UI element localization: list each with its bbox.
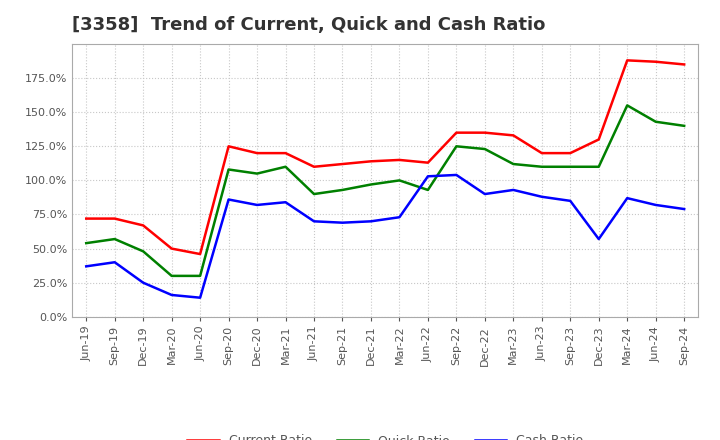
Cash Ratio <box>452 172 461 178</box>
Quick Ratio <box>566 164 575 169</box>
Cash Ratio <box>196 295 204 301</box>
Current Ratio <box>225 143 233 149</box>
Quick Ratio <box>110 236 119 242</box>
Quick Ratio <box>480 147 489 152</box>
Cash Ratio <box>509 187 518 193</box>
Line: Cash Ratio: Cash Ratio <box>86 175 684 298</box>
Current Ratio <box>537 150 546 156</box>
Cash Ratio <box>623 195 631 201</box>
Quick Ratio <box>395 178 404 183</box>
Cash Ratio <box>253 202 261 208</box>
Current Ratio <box>623 58 631 63</box>
Cash Ratio <box>566 198 575 203</box>
Current Ratio <box>480 130 489 136</box>
Current Ratio <box>652 59 660 64</box>
Cash Ratio <box>480 191 489 197</box>
Quick Ratio <box>139 249 148 254</box>
Cash Ratio <box>110 260 119 265</box>
Current Ratio <box>253 150 261 156</box>
Cash Ratio <box>225 197 233 202</box>
Quick Ratio <box>282 164 290 169</box>
Current Ratio <box>595 137 603 142</box>
Current Ratio <box>196 251 204 257</box>
Quick Ratio <box>423 187 432 193</box>
Current Ratio <box>82 216 91 221</box>
Quick Ratio <box>623 103 631 108</box>
Cash Ratio <box>167 292 176 297</box>
Quick Ratio <box>366 182 375 187</box>
Current Ratio <box>395 157 404 162</box>
Quick Ratio <box>452 143 461 149</box>
Cash Ratio <box>310 219 318 224</box>
Quick Ratio <box>537 164 546 169</box>
Line: Quick Ratio: Quick Ratio <box>86 105 684 276</box>
Line: Current Ratio: Current Ratio <box>86 60 684 254</box>
Quick Ratio <box>652 119 660 125</box>
Current Ratio <box>566 150 575 156</box>
Current Ratio <box>282 150 290 156</box>
Cash Ratio <box>139 280 148 285</box>
Cash Ratio <box>282 200 290 205</box>
Cash Ratio <box>595 236 603 242</box>
Quick Ratio <box>196 273 204 279</box>
Cash Ratio <box>680 206 688 212</box>
Cash Ratio <box>82 264 91 269</box>
Text: [3358]  Trend of Current, Quick and Cash Ratio: [3358] Trend of Current, Quick and Cash … <box>72 16 545 34</box>
Quick Ratio <box>338 187 347 193</box>
Current Ratio <box>110 216 119 221</box>
Current Ratio <box>310 164 318 169</box>
Cash Ratio <box>338 220 347 225</box>
Quick Ratio <box>82 241 91 246</box>
Quick Ratio <box>509 161 518 167</box>
Cash Ratio <box>537 194 546 199</box>
Quick Ratio <box>310 191 318 197</box>
Cash Ratio <box>366 219 375 224</box>
Quick Ratio <box>225 167 233 172</box>
Cash Ratio <box>395 215 404 220</box>
Quick Ratio <box>167 273 176 279</box>
Cash Ratio <box>652 202 660 208</box>
Current Ratio <box>167 246 176 251</box>
Current Ratio <box>366 159 375 164</box>
Current Ratio <box>338 161 347 167</box>
Current Ratio <box>423 160 432 165</box>
Current Ratio <box>452 130 461 136</box>
Cash Ratio <box>423 174 432 179</box>
Legend: Current Ratio, Quick Ratio, Cash Ratio: Current Ratio, Quick Ratio, Cash Ratio <box>182 429 588 440</box>
Quick Ratio <box>680 123 688 128</box>
Quick Ratio <box>253 171 261 176</box>
Current Ratio <box>680 62 688 67</box>
Current Ratio <box>139 223 148 228</box>
Quick Ratio <box>595 164 603 169</box>
Current Ratio <box>509 133 518 138</box>
